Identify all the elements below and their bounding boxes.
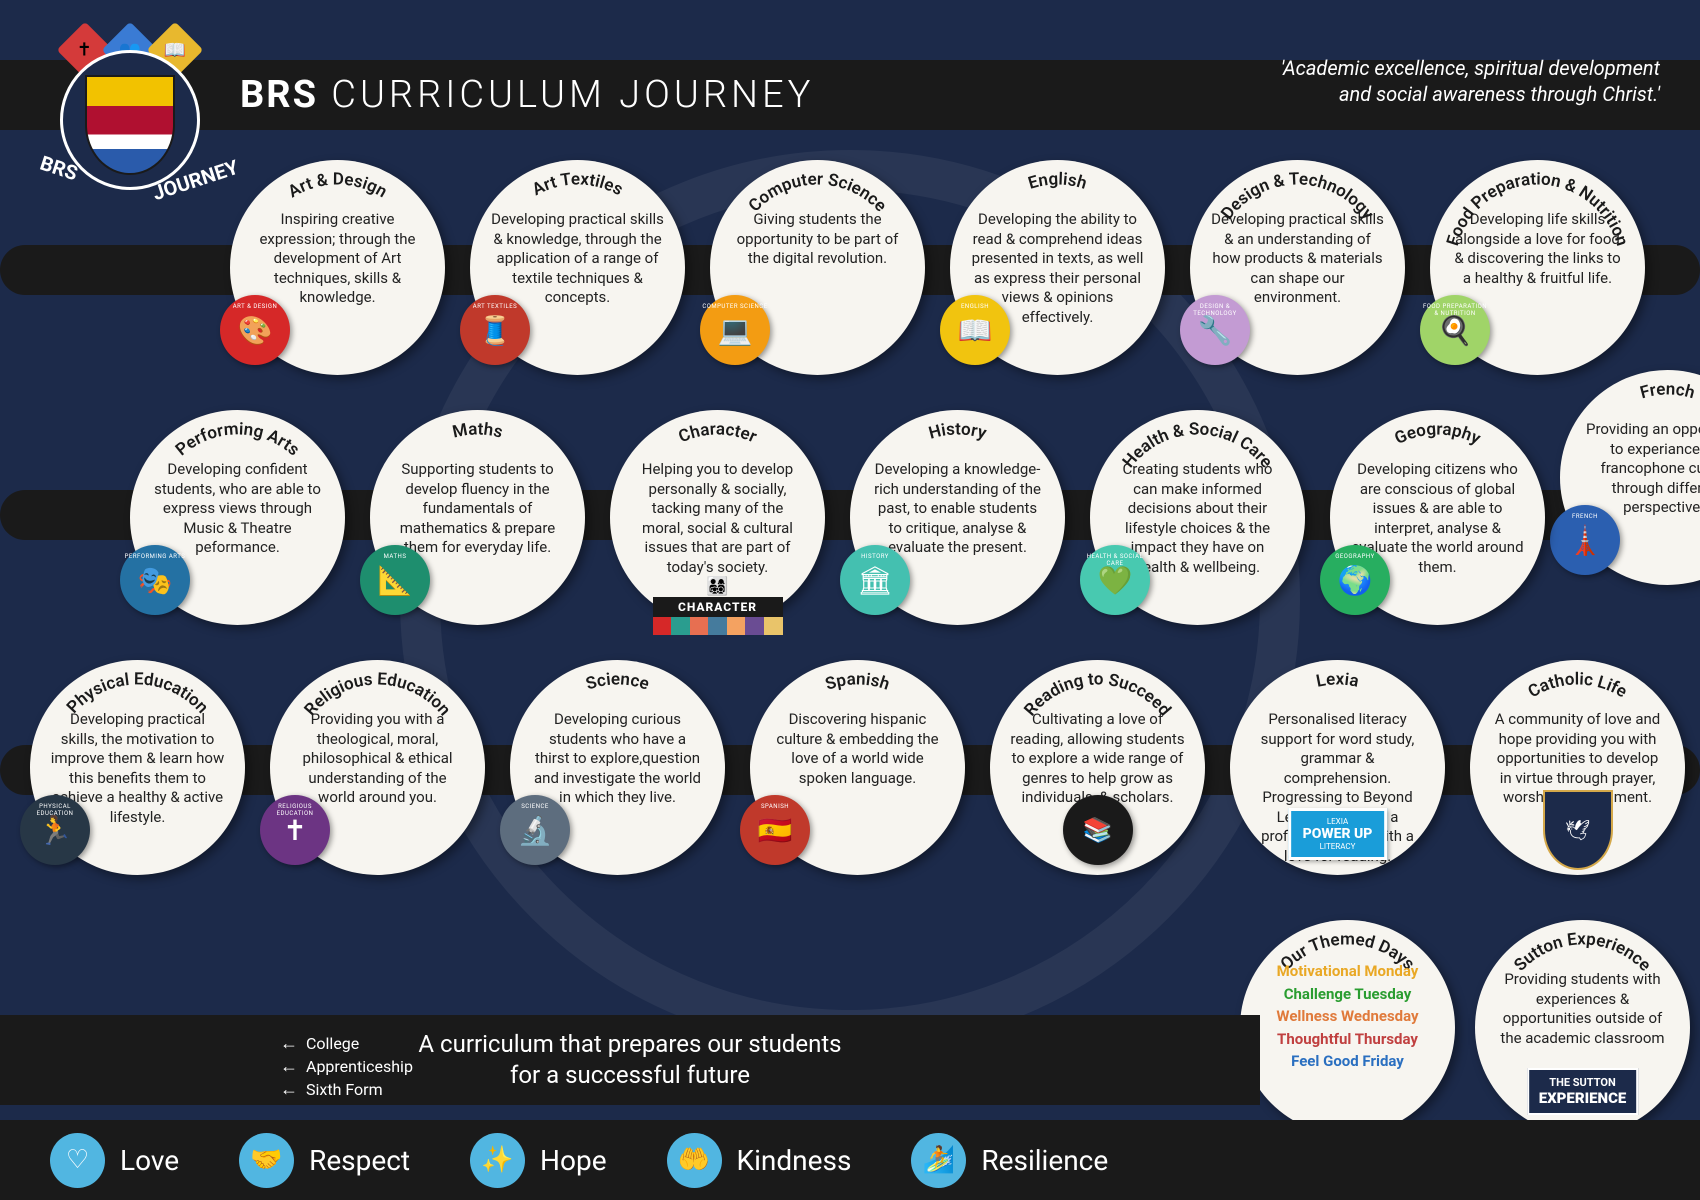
- themed-days-list: Motivational MondayChallenge TuesdayWell…: [1260, 960, 1435, 1073]
- svg-text:Lexia: Lexia: [1315, 669, 1361, 691]
- subject-bubble-english: English Developing the ability to read &…: [950, 160, 1165, 375]
- subject-bubble-health-social: Health & Social Care Creating students w…: [1090, 410, 1305, 625]
- subject-bubble-food: Food Preparation & Nutrition Developing …: [1430, 160, 1645, 375]
- subject-bubble-computer-science: Computer Science Giving students the opp…: [710, 160, 925, 375]
- subject-description: Inspiring creative expression; through t…: [250, 210, 425, 308]
- subject-bubble-performing-arts: Performing Arts Developing confident stu…: [130, 410, 345, 625]
- art-textiles-icon: ART TEXTILES 🧵: [460, 295, 530, 365]
- svg-text:French: French: [1638, 379, 1697, 403]
- subject-bubble-art-design: Art & Design Inspiring creative expressi…: [230, 160, 445, 375]
- subject-bubble-pe: Physical Education Developing practical …: [30, 660, 245, 875]
- value-hope: ✨Hope: [470, 1133, 607, 1188]
- header-tagline: 'Academic excellence, spiritual developm…: [1281, 55, 1660, 107]
- brs-logo: ✝ 👥 📖 BRS JOURNEY: [30, 20, 230, 220]
- subject-bubble-themed-days: Our Themed Days Motivational MondayChall…: [1240, 920, 1455, 1135]
- svg-text:Catholic Life: Catholic Life: [1525, 669, 1630, 702]
- subject-bubble-french: French Providing an opportunity to exper…: [1560, 370, 1700, 585]
- maths-icon: MATHS 📐: [360, 545, 430, 615]
- svg-text:Science: Science: [584, 669, 652, 694]
- french-icon: FRENCH 🗼: [1550, 505, 1620, 575]
- subject-description: Developing curious students who have a t…: [530, 710, 705, 808]
- future-pathways: CollegeApprenticeshipSixth Form: [280, 1033, 413, 1100]
- svg-text:History: History: [927, 419, 990, 443]
- history-icon: HISTORY 🏛: [840, 545, 910, 615]
- food-icon: FOOD PREPARATION & NUTRITION 🍳: [1420, 295, 1490, 365]
- svg-text:Character: Character: [676, 419, 760, 447]
- pathway-label: Sixth Form: [280, 1079, 413, 1100]
- value-kindness: 🤲Kindness: [667, 1133, 852, 1188]
- pe-icon: PHYSICAL EDUCATION 🏃: [20, 795, 90, 865]
- love-icon: ♡: [50, 1133, 105, 1188]
- subject-bubble-geography: Geography Developing citizens who are co…: [1330, 410, 1545, 625]
- lexia-badge: LEXIAPOWER UPLITERACY: [1288, 808, 1388, 860]
- value-respect: 🤝Respect: [239, 1133, 410, 1188]
- svg-text:English: English: [1026, 169, 1089, 193]
- subject-bubble-lexia: Lexia Personalised literacy support for …: [1230, 660, 1445, 875]
- hope-icon: ✨: [470, 1133, 525, 1188]
- resilience-icon: 🏄: [911, 1133, 966, 1188]
- health-social-icon: HEALTH & SOCIAL CARE 💚: [1080, 545, 1150, 615]
- values-bar: ♡Love 🤝Respect ✨Hope 🤲Kindness 🏄Resilience: [0, 1120, 1700, 1200]
- subject-bubble-spanish: Spanish Discovering hispanic culture & e…: [750, 660, 965, 875]
- spanish-icon: SPANISH 🇪🇸: [740, 795, 810, 865]
- sutton-badge: THE SUTTONEXPERIENCE: [1527, 1068, 1639, 1115]
- performing-arts-icon: PERFORMING ARTS 🎭: [120, 545, 190, 615]
- pathway-label: Apprenticeship: [280, 1056, 413, 1077]
- english-icon: ENGLISH 📖: [940, 295, 1010, 365]
- subject-description: Providing you with a theological, moral,…: [290, 710, 465, 808]
- respect-icon: 🤝: [239, 1133, 294, 1188]
- svg-text:Geography: Geography: [1392, 419, 1485, 449]
- subject-description: Developing confident students, who are a…: [150, 460, 325, 558]
- science-icon: SCIENCE 🔬: [500, 795, 570, 865]
- geography-icon: GEOGRAPHY 🌍: [1320, 545, 1390, 615]
- kindness-icon: 🤲: [667, 1133, 722, 1188]
- subject-bubble-sutton: Sutton Experience Providing students wit…: [1475, 920, 1690, 1135]
- svg-text:Sutton Experience: Sutton Experience: [1510, 929, 1654, 975]
- svg-text:Performing Arts: Performing Arts: [172, 419, 303, 460]
- svg-text:Spanish: Spanish: [823, 669, 892, 694]
- subject-bubble-science: Science Developing curious students who …: [510, 660, 725, 875]
- curriculum-tagline-band: A curriculum that prepares our students …: [0, 1015, 1260, 1105]
- subject-description: Cultivating a love of reading, allowing …: [1010, 710, 1185, 808]
- svg-text:Art & Design: Art & Design: [285, 169, 390, 202]
- subject-description: Providing students with experiences & op…: [1495, 970, 1670, 1048]
- character-badge: 👨‍👩‍👧‍👦 CHARACTER: [653, 576, 783, 635]
- subject-description: Developing life skills alongside a love …: [1450, 210, 1625, 288]
- subject-bubble-re: Religious Education Providing you with a…: [270, 660, 485, 875]
- reading-icon: 📚: [1063, 795, 1133, 865]
- catholic-shield-icon: 🕊: [1543, 790, 1613, 870]
- value-resilience: 🏄Resilience: [911, 1133, 1108, 1188]
- value-love: ♡Love: [50, 1133, 179, 1188]
- subject-description: Discovering hispanic culture & embedding…: [770, 710, 945, 788]
- subject-description: Supporting students to develop fluency i…: [390, 460, 565, 558]
- subject-bubble-maths: Maths Supporting students to develop flu…: [370, 410, 585, 625]
- subject-bubble-history: History Developing a knowledge-rich unde…: [850, 410, 1065, 625]
- svg-text:Maths: Maths: [451, 419, 505, 442]
- subject-description: Developing practical skills & knowledge,…: [490, 210, 665, 308]
- design-tech-icon: DESIGN & TECHNOLOGY 🔧: [1180, 295, 1250, 365]
- subject-bubble-art-textiles: Art Textiles Developing practical skills…: [470, 160, 685, 375]
- re-icon: RELIGIOUS EDUCATION ✝: [260, 795, 330, 865]
- pathway-label: College: [280, 1033, 413, 1054]
- page-title: BRS CURRICULUM JOURNEY: [240, 73, 814, 117]
- subject-bubble-character: Character Helping you to develop persona…: [610, 410, 825, 625]
- logo-text: BRS JOURNEY: [30, 20, 230, 220]
- subject-bubble-design-tech: Design & Technology Developing practical…: [1190, 160, 1405, 375]
- subject-bubble-catholic: Catholic Life A community of love and ho…: [1470, 660, 1685, 875]
- subject-bubble-reading: Reading to Succeed Cultivating a love of…: [990, 660, 1205, 875]
- subject-description: Helping you to develop personally & soci…: [630, 460, 805, 577]
- subject-description: Giving students the opportunity to be pa…: [730, 210, 905, 269]
- subject-description: Providing an opportunity to experiance t…: [1580, 420, 1700, 518]
- subject-description: Developing practical skills & an underst…: [1210, 210, 1385, 308]
- computer-science-icon: COMPUTER SCIENCE 💻: [700, 295, 770, 365]
- art-design-icon: ART & DESIGN 🎨: [220, 295, 290, 365]
- svg-text:Art Textiles: Art Textiles: [529, 169, 626, 200]
- subject-description: Developing a knowledge-rich understandin…: [870, 460, 1045, 558]
